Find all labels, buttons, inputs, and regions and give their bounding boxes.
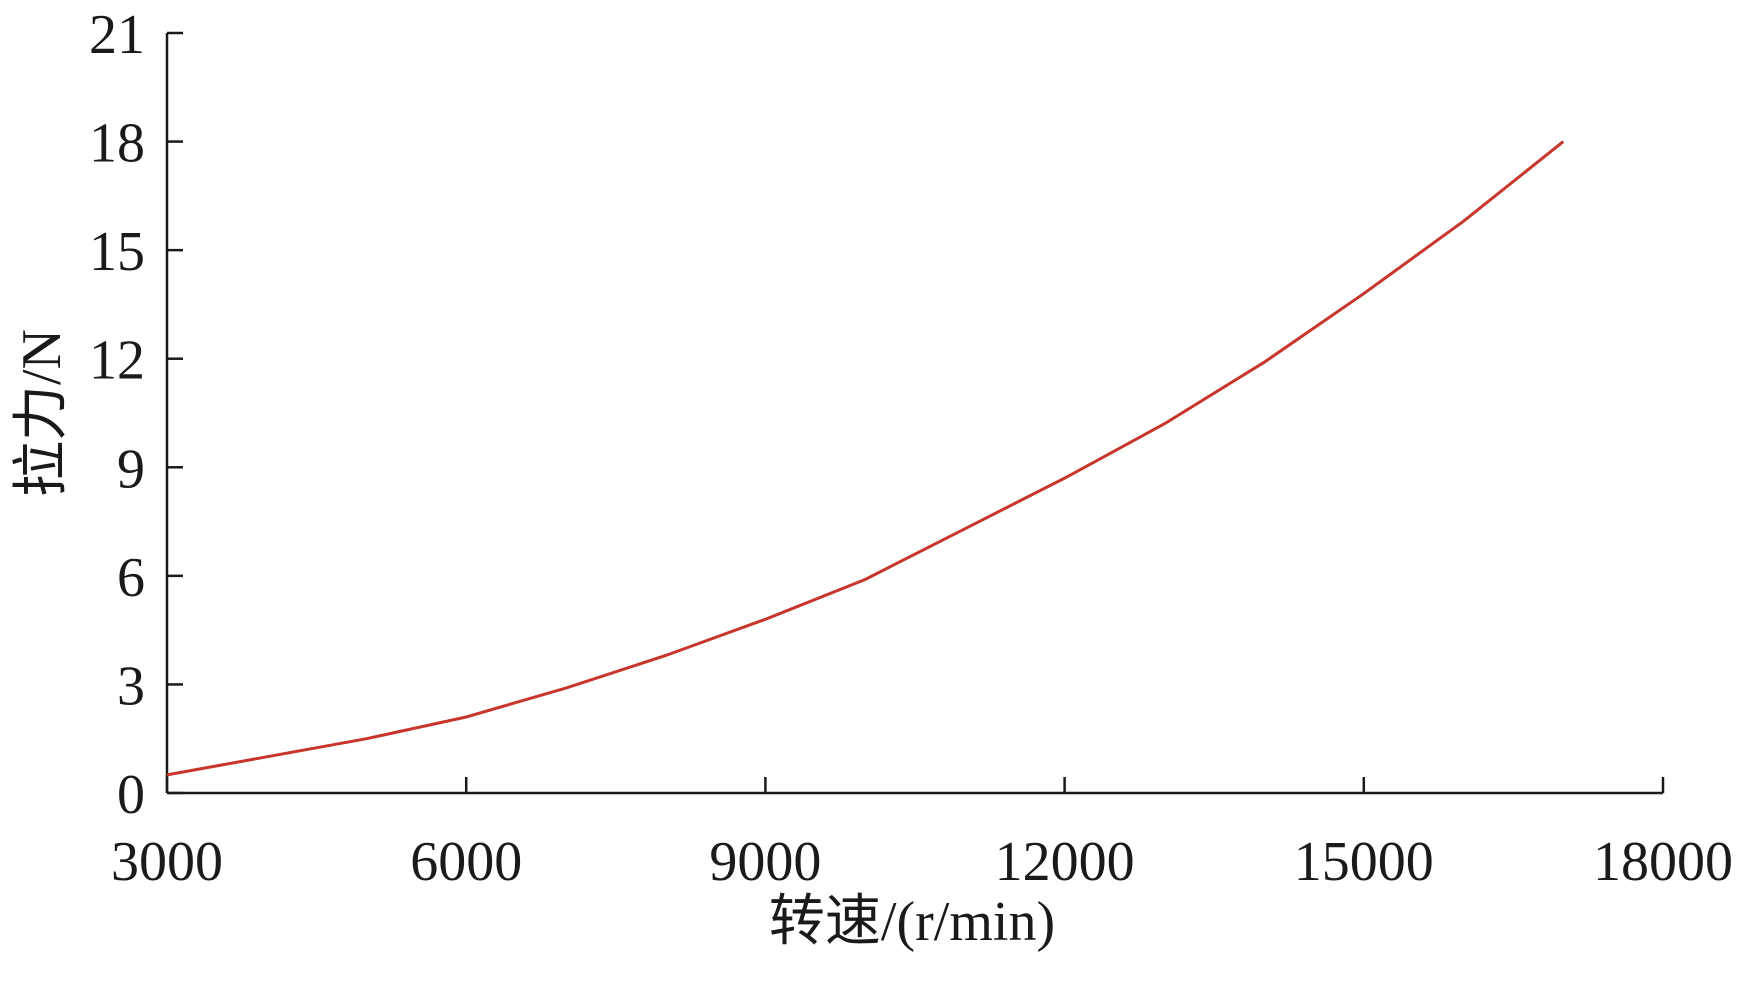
x-tick-label: 9000 — [709, 831, 821, 893]
y-tick-label: 18 — [89, 113, 145, 175]
x-tick-label: 18000 — [1593, 831, 1733, 893]
y-tick-label: 12 — [89, 330, 145, 392]
y-tick-label: 15 — [89, 221, 145, 283]
x-tick-label: 15000 — [1294, 831, 1434, 893]
x-tick-label: 12000 — [995, 831, 1135, 893]
x-axis-label: 转速/(r/min) — [769, 891, 1055, 953]
y-tick-label: 0 — [117, 764, 145, 826]
y-tick-label: 6 — [117, 547, 145, 609]
y-tick-label: 21 — [89, 4, 145, 66]
y-axis-label: 拉力/N — [11, 329, 73, 497]
y-tick-label: 3 — [117, 655, 145, 717]
x-tick-label: 6000 — [410, 831, 522, 893]
y-tick-label: 9 — [117, 438, 145, 500]
data-line — [166, 140, 1565, 777]
x-tick-label: 3000 — [111, 831, 223, 893]
